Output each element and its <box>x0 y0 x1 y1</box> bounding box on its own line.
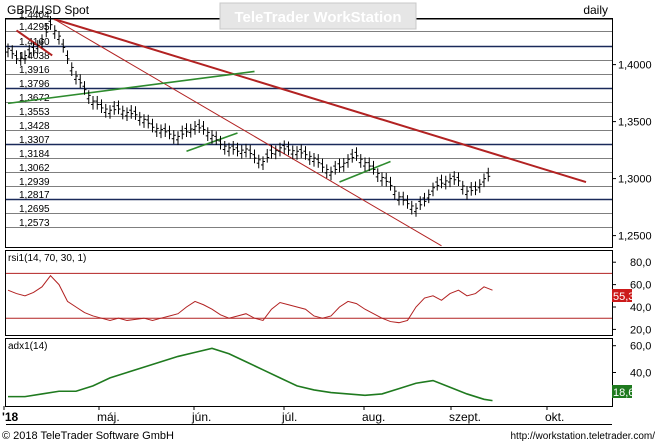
price-axis-label: 1,3500 <box>618 117 652 129</box>
price-axis-label: 1,3000 <box>618 174 652 186</box>
trend-line <box>53 19 587 183</box>
rsi-panel <box>5 250 613 336</box>
adx-series-line <box>8 347 493 402</box>
adx-axis-label: 40,0 <box>630 368 651 380</box>
rsi-axis-label: 80,0 <box>630 257 651 269</box>
x-axis-label: szept. <box>449 410 481 424</box>
x-axis-label: aug. <box>362 410 385 424</box>
fib-label: 1,3307 <box>19 135 50 146</box>
rsi-layer <box>6 272 612 324</box>
fib-label: 1,2817 <box>19 190 50 201</box>
fib-label: 1,2939 <box>19 177 50 188</box>
rsi-value-badge <box>612 289 632 302</box>
x-axis-label: máj. <box>97 410 120 424</box>
x-axis-label: okt. <box>545 410 564 424</box>
price-panel <box>5 18 613 248</box>
axis-layer: 1,4000 1,3500 1,3000 1,2500 80,0 60,0 40,0 20,0… <box>2 60 652 425</box>
rsi-axis-label: 40,0 <box>630 302 651 314</box>
fib-label: 1,3553 <box>19 107 50 118</box>
fib-label: 1,3796 <box>19 79 50 90</box>
rsi-value-label: 55,3 <box>613 291 634 303</box>
rsi-title: rsi1(14, 70, 30, 1) <box>8 253 86 264</box>
price-layer: 1,44041,42951,41601,40381,39161,37961,36… <box>6 10 612 247</box>
x-axis-label: '18 <box>2 410 19 424</box>
adx-title: adx1(14) <box>8 341 47 352</box>
fib-label: 1,4295 <box>19 22 50 33</box>
price-axis-label: 1,4000 <box>618 60 652 72</box>
fib-label: 1,3184 <box>19 149 50 160</box>
price-axis-label: 1,2500 <box>618 231 652 243</box>
x-axis-label: jún. <box>191 410 211 424</box>
fib-label: 1,4038 <box>19 51 50 62</box>
channel-line <box>53 19 442 247</box>
brand-box <box>219 2 417 30</box>
instrument-title: GBP/USD Spot <box>7 3 90 17</box>
green-line <box>339 160 391 183</box>
adx-axis-label: 60,0 <box>630 341 651 353</box>
rsi-axis-label: 20,0 <box>630 324 651 336</box>
fib-label: 1,3062 <box>19 163 50 174</box>
fib-label: 1,4404 <box>19 10 50 21</box>
fib-label: 1,3428 <box>19 121 50 132</box>
fib-label: 1,3916 <box>19 65 50 76</box>
fib-label: 1,3672 <box>19 93 50 104</box>
brand-watermark: TeleTrader WorkStation <box>235 9 402 26</box>
fib-label: 1,2573 <box>19 218 50 229</box>
adx-value-badge <box>612 385 632 398</box>
rsi-series-line <box>7 274 493 324</box>
trend-line <box>15 29 53 57</box>
fib-label: 1,2695 <box>19 204 50 215</box>
green-line <box>7 70 255 105</box>
rsi-axis-label: 60,0 <box>630 280 651 292</box>
adx-layer <box>8 347 493 402</box>
x-axis-label: júl. <box>281 410 297 424</box>
source-url[interactable]: http://workstation.teletrader.com/ <box>510 431 655 442</box>
period-label: daily <box>583 3 608 17</box>
adx-value-label: 18,6 <box>613 387 634 399</box>
adx-panel <box>5 338 613 407</box>
copyright-text: © 2018 TeleTrader Software GmbH <box>2 430 174 442</box>
